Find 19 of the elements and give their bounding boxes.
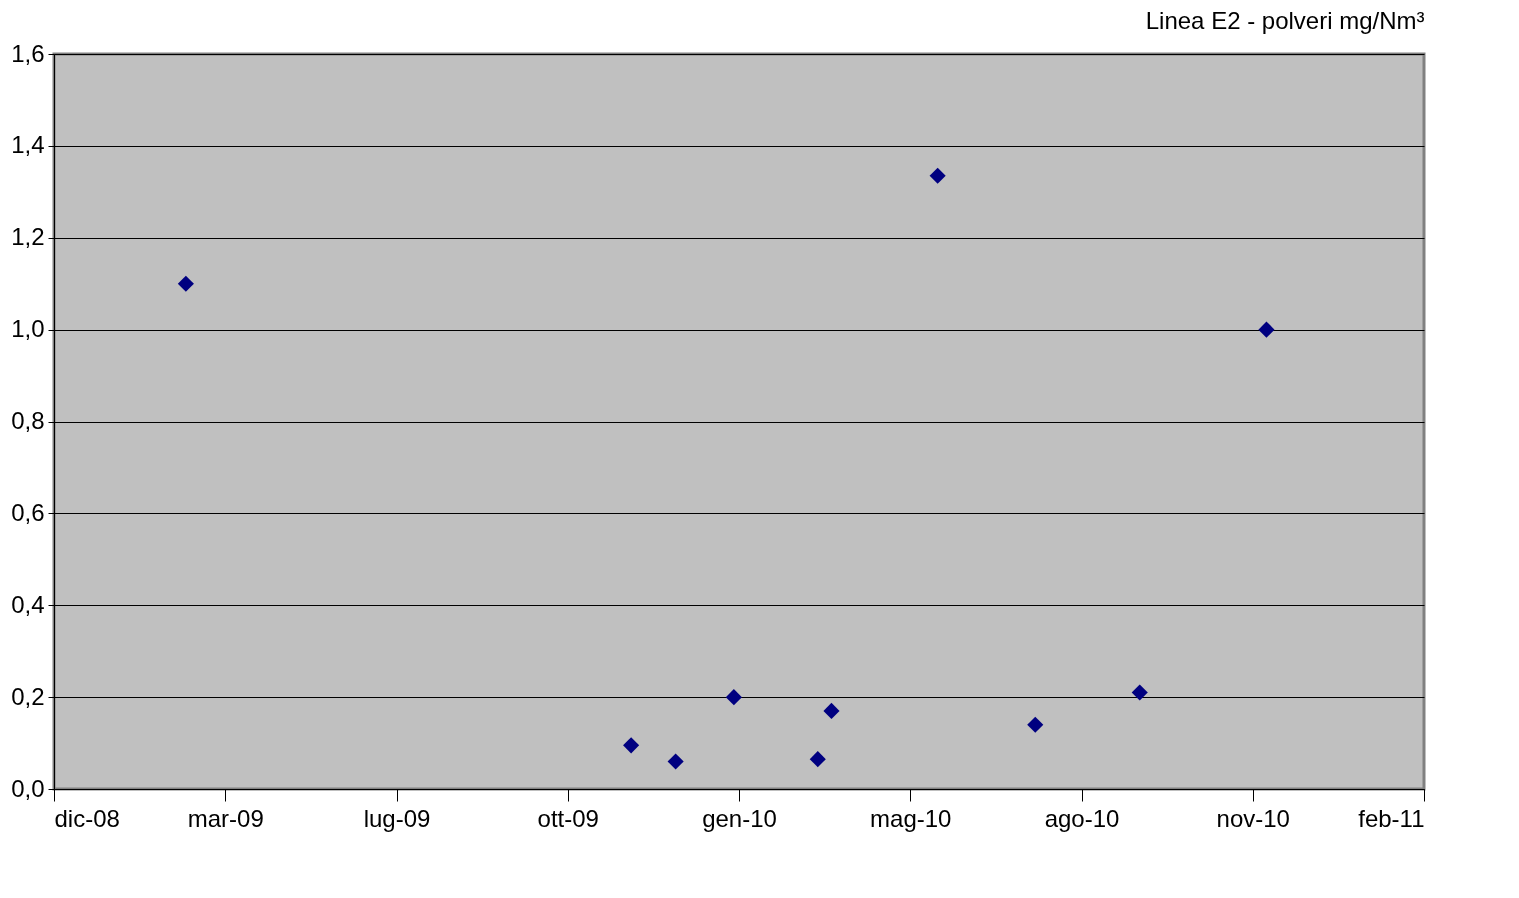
y-tick-label: 0,4 bbox=[11, 590, 45, 618]
x-tick-label: ott-09 bbox=[537, 804, 599, 832]
y-tick-label: 1,6 bbox=[11, 39, 45, 67]
x-tick-label: ago-10 bbox=[1044, 804, 1120, 832]
x-tick-label: lug-09 bbox=[363, 804, 431, 832]
y-tick-label: 1,2 bbox=[11, 223, 45, 251]
y-tick-label: 0,6 bbox=[11, 498, 45, 526]
x-tick-label: gen-10 bbox=[702, 804, 777, 832]
y-tick-label: 0,0 bbox=[11, 774, 45, 802]
y-tick-label: 1,4 bbox=[11, 131, 45, 159]
x-tick-label: nov-10 bbox=[1216, 804, 1290, 832]
x-tick-label: mar-09 bbox=[187, 804, 264, 832]
x-tick-label: feb-11 bbox=[1358, 804, 1425, 832]
y-tick-label: 0,8 bbox=[11, 407, 45, 434]
x-tick-label: mag-10 bbox=[870, 804, 952, 832]
y-tick-label: 1,0 bbox=[11, 315, 45, 343]
chart-title: Linea E2 - polveri mg/Nm³ bbox=[1145, 7, 1425, 34]
x-tick-label: dic-08 bbox=[54, 804, 120, 832]
y-tick-label: 0,2 bbox=[11, 682, 45, 710]
